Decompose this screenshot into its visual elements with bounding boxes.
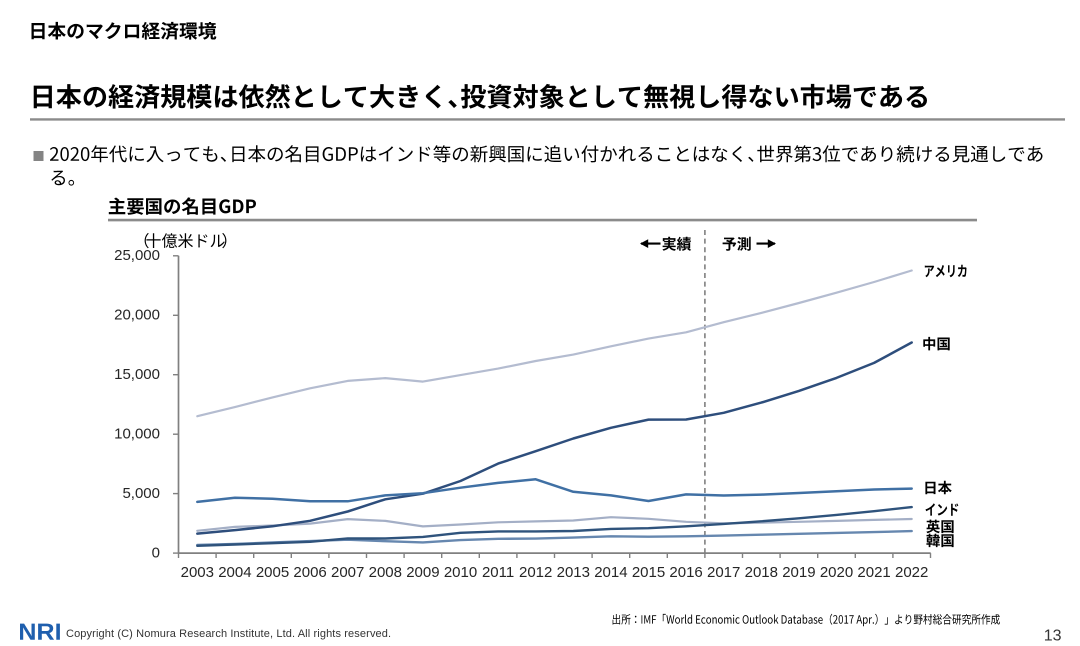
svg-text:2019: 2019 — [782, 564, 815, 581]
svg-text:2011: 2011 — [482, 564, 514, 581]
svg-text:5,000: 5,000 — [122, 485, 160, 502]
svg-text:2009: 2009 — [406, 564, 439, 581]
svg-text:2014: 2014 — [594, 564, 627, 581]
svg-text:2010: 2010 — [444, 564, 477, 581]
svg-text:2016: 2016 — [669, 564, 702, 581]
svg-text:2013: 2013 — [557, 564, 590, 581]
svg-text:2007: 2007 — [331, 564, 364, 581]
svg-text:0: 0 — [152, 544, 160, 561]
svg-text:2005: 2005 — [256, 564, 289, 581]
svg-text:15,000: 15,000 — [114, 366, 160, 383]
svg-text:2020: 2020 — [820, 564, 853, 581]
svg-text:2008: 2008 — [369, 564, 402, 581]
svg-text:2006: 2006 — [293, 564, 326, 581]
svg-text:Copyright (C) Nomura Research: Copyright (C) Nomura Research Institute,… — [66, 628, 391, 640]
svg-text:10,000: 10,000 — [114, 425, 160, 442]
svg-text:2021: 2021 — [857, 564, 890, 581]
svg-text:2018: 2018 — [745, 564, 778, 581]
svg-text:2012: 2012 — [519, 564, 552, 581]
svg-text:13: 13 — [1044, 628, 1062, 645]
svg-text:2015: 2015 — [632, 564, 665, 581]
svg-text:20,000: 20,000 — [114, 307, 160, 324]
svg-text:2022: 2022 — [895, 564, 928, 581]
svg-text:2003: 2003 — [181, 564, 214, 581]
svg-text:2004: 2004 — [218, 564, 251, 581]
svg-text:25,000: 25,000 — [114, 247, 160, 264]
svg-text:2017: 2017 — [707, 564, 740, 581]
